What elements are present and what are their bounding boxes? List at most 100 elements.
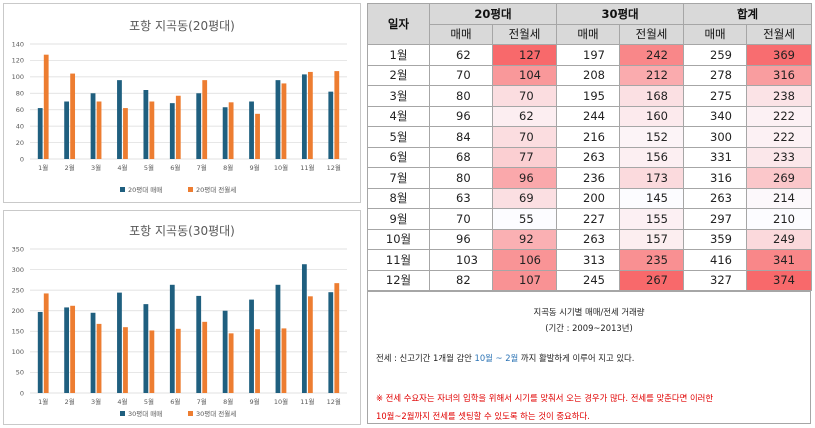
x-tick-label: 4월 — [117, 397, 127, 406]
bar-sale — [117, 80, 122, 159]
rent-cell: 269 — [746, 167, 813, 189]
table-row: 5월 84 70 216 152 300 222 — [367, 126, 813, 148]
x-tick-label: 1월 — [38, 397, 48, 406]
rent-cell: 374 — [746, 269, 813, 291]
bar-rent — [255, 113, 260, 159]
x-tick-label: 11월 — [300, 397, 314, 406]
bar-sale — [328, 91, 334, 159]
note-period: (기간 : 2009~2013년) — [545, 323, 633, 333]
bar-rent — [334, 71, 340, 159]
x-tick-label: 7월 — [197, 397, 207, 406]
bar-rent — [43, 54, 49, 159]
sale-cell: 340 — [683, 105, 748, 127]
rent-cell: 267 — [619, 269, 685, 291]
header-rent: 전월세 — [491, 23, 558, 45]
bar-sale — [222, 310, 228, 393]
bar-sale — [249, 101, 254, 159]
x-tick-label: 12월 — [327, 397, 341, 406]
sale-cell: 63 — [429, 187, 493, 209]
y-tick-label: 250 — [12, 286, 24, 294]
note-line-post: 까지 활발하게 이루어 지고 있다. — [518, 353, 635, 363]
x-tick-label: 3월 — [91, 397, 101, 406]
note-line: 전세 : 신고기간 1개월 감안 10월 ~ 2월 까지 활발하게 이루어 지고… — [376, 352, 634, 364]
rent-cell: 235 — [619, 249, 685, 271]
bar-rent — [281, 328, 287, 393]
bar-rent — [175, 95, 181, 159]
bar-rent — [202, 321, 208, 393]
row-month: 6월 — [367, 146, 430, 168]
bar-sale — [90, 312, 96, 393]
rent-cell: 107 — [491, 269, 558, 291]
row-month: 2월 — [367, 64, 430, 86]
sale-cell: 245 — [556, 269, 621, 291]
bar-rent — [43, 293, 49, 393]
x-tick-label: 9월 — [249, 163, 259, 172]
note-warning: ※ 전세 수요자는 자녀의 입학을 위해서 시기를 맞춰서 오는 경우가 많다.… — [376, 389, 804, 425]
sale-cell: 263 — [556, 146, 621, 168]
rent-cell: 173 — [619, 167, 685, 189]
sale-cell: 359 — [683, 228, 748, 250]
sale-cell: 70 — [429, 208, 493, 230]
chart-30pyeong-svg: 포항 지곡동(30평대) 0 50 100 150 200 250 300 350 1월 2월 3월… — [12, 224, 347, 418]
bar-rent — [149, 101, 155, 159]
bar-sale — [143, 304, 149, 393]
sale-cell: 331 — [683, 146, 748, 168]
sale-cell: 313 — [556, 249, 621, 271]
rent-cell: 145 — [619, 187, 685, 209]
y-tick-label: 60 — [16, 106, 24, 114]
bar-sale — [301, 264, 307, 393]
sale-cell: 297 — [683, 208, 748, 230]
header-sale: 매매 — [683, 23, 748, 45]
sale-cell: 62 — [429, 44, 493, 66]
x-tick-label: 3월 — [91, 163, 101, 172]
sale-cell: 275 — [683, 85, 748, 107]
bar-rent — [123, 327, 128, 393]
x-tick-label: 11월 — [300, 163, 314, 172]
sale-cell: 263 — [556, 228, 621, 250]
y-tick-label: 100 — [12, 73, 24, 81]
sale-cell: 96 — [429, 105, 493, 127]
bar-rent — [70, 305, 76, 393]
rent-cell: 369 — [746, 44, 813, 66]
bar-sale — [169, 284, 175, 393]
bar-rent — [123, 108, 128, 159]
y-tick-label: 40 — [16, 122, 24, 130]
rent-cell: 62 — [491, 105, 558, 127]
row-month: 5월 — [367, 126, 430, 148]
bar-sale — [37, 108, 43, 159]
table-row: 10월 96 92 263 157 359 249 — [367, 228, 813, 250]
header-group-20: 20평대 — [428, 3, 558, 25]
rent-cell: 55 — [491, 208, 558, 230]
bar-sale — [143, 90, 149, 159]
x-tick-label: 5월 — [144, 163, 154, 172]
table-row: 12월 82 107 245 267 327 374 — [367, 269, 813, 291]
bar-sale — [37, 311, 43, 393]
table-row: 7월 80 96 236 173 316 269 — [367, 167, 813, 189]
table-row: 2월 70 104 208 212 278 316 — [367, 64, 813, 86]
legend-swatch-sale — [120, 411, 125, 416]
bar-sale — [328, 292, 334, 393]
table-row: 6월 68 77 263 156 331 233 — [367, 146, 813, 168]
y-tick-label: 140 — [12, 40, 24, 48]
sale-cell: 70 — [429, 64, 493, 86]
bar-sale — [249, 299, 254, 393]
rent-cell: 214 — [746, 187, 813, 209]
header-month: 일자 — [367, 3, 430, 45]
sale-cell: 80 — [429, 167, 493, 189]
x-tick-label: 8월 — [223, 163, 233, 172]
bar-rent — [202, 80, 208, 159]
y-tick-label: 0 — [20, 155, 24, 163]
y-tick-label: 150 — [12, 328, 24, 336]
sale-cell: 68 — [429, 146, 493, 168]
sale-cell: 103 — [429, 249, 493, 271]
row-month: 1월 — [367, 44, 430, 66]
y-tick-label: 120 — [12, 57, 24, 65]
row-month: 10월 — [367, 228, 430, 250]
sale-cell: 82 — [429, 269, 493, 291]
table-row: 3월 80 70 195 168 275 238 — [367, 85, 813, 107]
sale-cell: 200 — [556, 187, 621, 209]
rent-cell: 210 — [746, 208, 813, 230]
rent-cell: 341 — [746, 249, 813, 271]
legend-swatch-rent — [188, 411, 193, 416]
rent-cell: 155 — [619, 208, 685, 230]
